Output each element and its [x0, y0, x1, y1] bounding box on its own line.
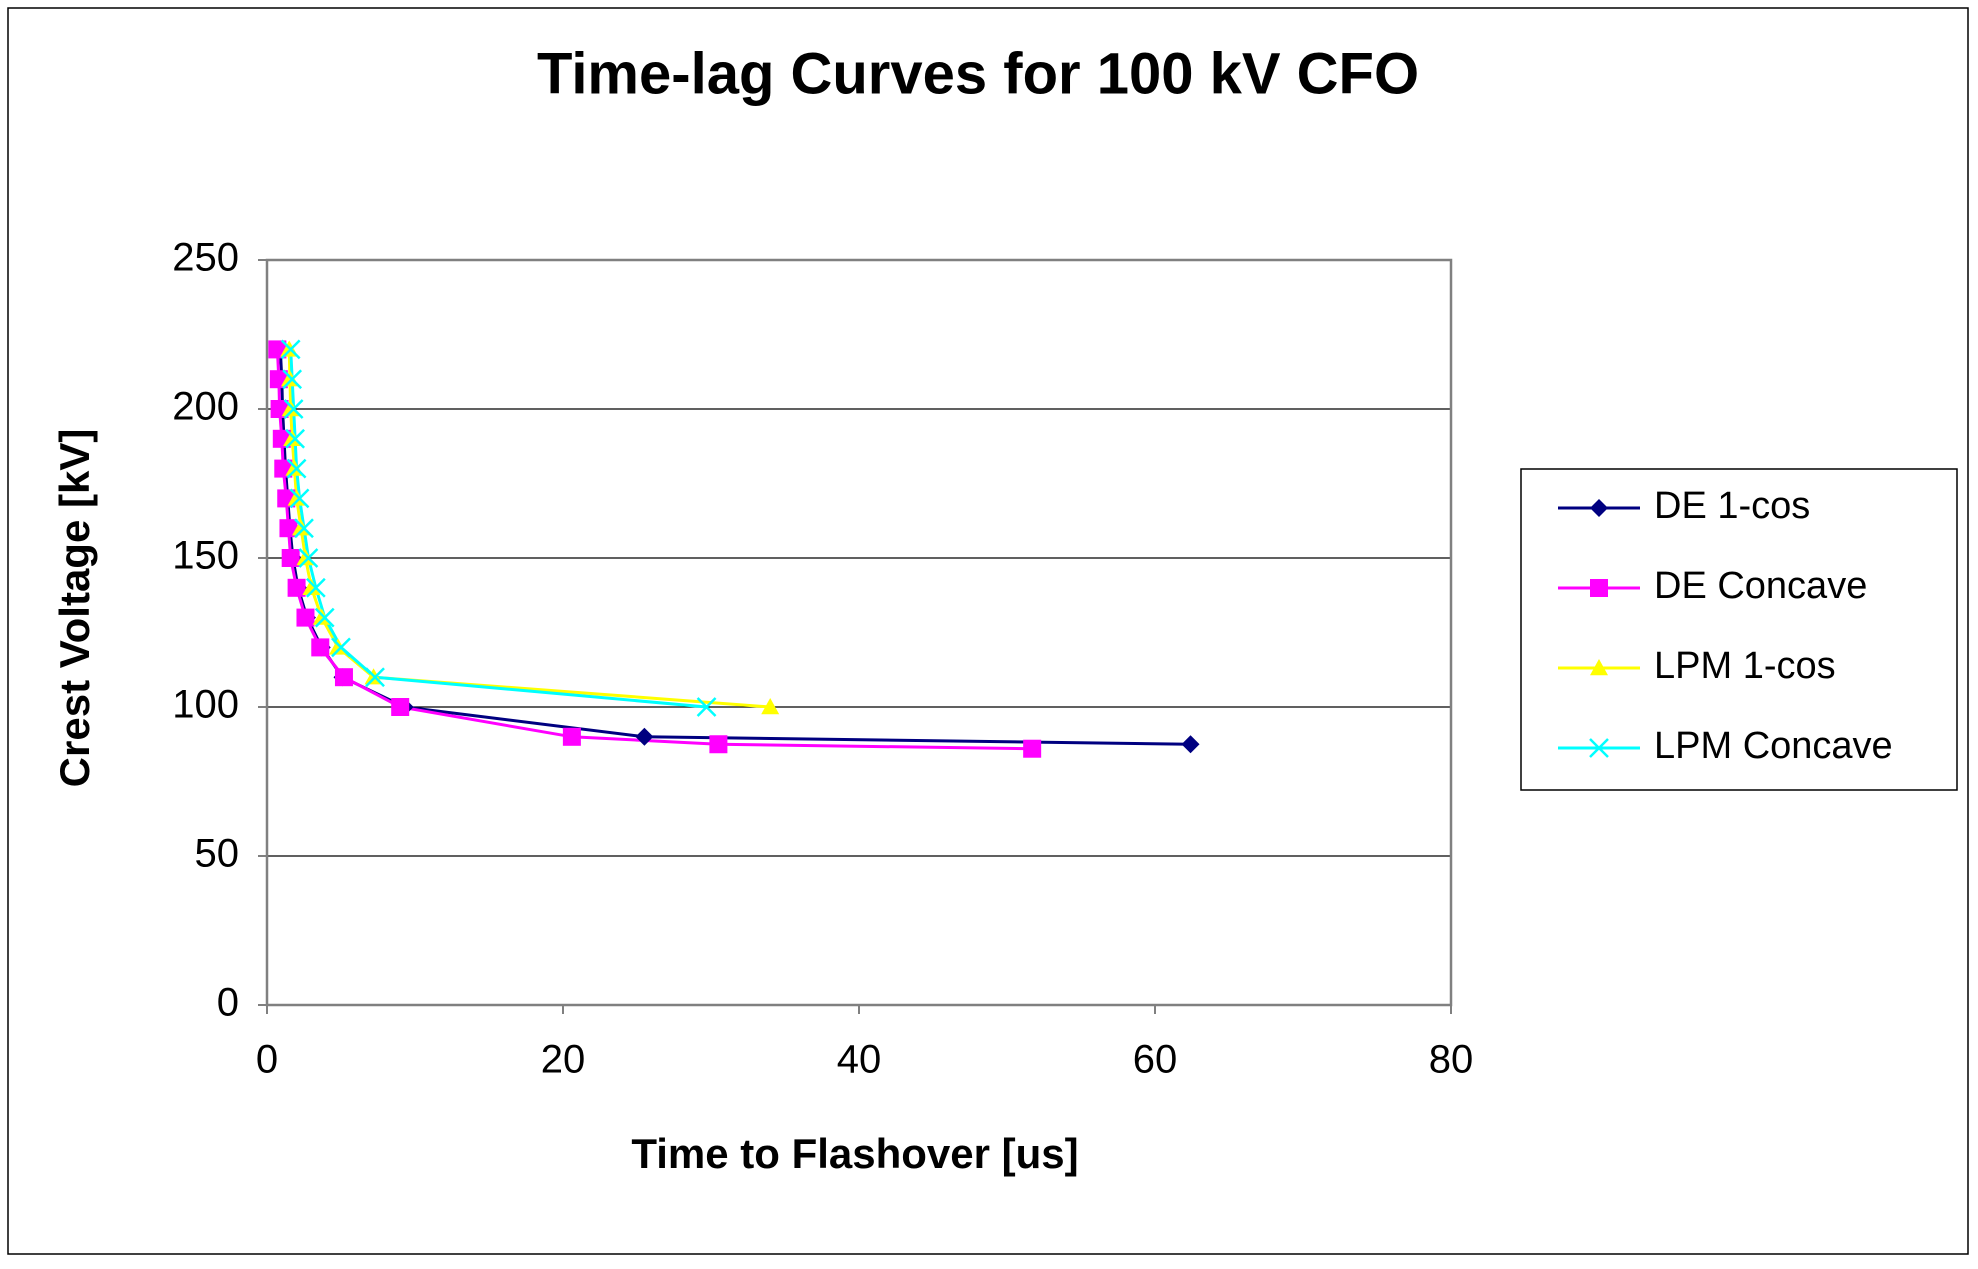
marker — [1023, 739, 1042, 758]
y-tick-label: 150 — [172, 534, 239, 578]
y-tick-label: 0 — [217, 981, 239, 1025]
plot-border — [265, 258, 1453, 1007]
marker — [696, 697, 717, 717]
marker — [761, 698, 780, 715]
marker — [280, 339, 301, 360]
x-tick-label: 20 — [541, 1038, 586, 1082]
marker — [285, 428, 306, 449]
marker — [365, 667, 385, 688]
marker — [283, 399, 304, 419]
x-tick-label: 60 — [1133, 1038, 1178, 1082]
y-tick-label: 250 — [172, 236, 239, 280]
marker — [296, 608, 315, 627]
marker — [709, 735, 728, 754]
y-tick-label: 200 — [172, 385, 239, 429]
legend — [1520, 468, 1958, 791]
legend-label: DE 1-cos — [1654, 485, 1810, 527]
marker — [282, 369, 303, 390]
legend-marker — [1589, 738, 1609, 758]
marker — [314, 607, 335, 628]
legend-marker — [1590, 499, 1608, 517]
y-axis-label: Crest Voltage [kV] — [51, 429, 98, 788]
marker — [279, 519, 298, 538]
marker — [287, 578, 306, 597]
x-tick-label: 0 — [256, 1038, 278, 1082]
marker — [302, 578, 321, 595]
marker — [281, 549, 300, 567]
chart-title: Time-lag Curves for 100 kV CFO — [537, 41, 1419, 106]
y-tick-label: 50 — [195, 832, 240, 876]
legend-label: LPM 1-cos — [1654, 645, 1836, 687]
marker — [635, 727, 654, 746]
x-tick-label: 40 — [837, 1038, 882, 1082]
x-tick-label: 80 — [1429, 1038, 1474, 1082]
y-tick-label: 100 — [172, 683, 239, 727]
x-axis-label: Time to Flashover [us] — [631, 1130, 1078, 1177]
marker — [1181, 735, 1200, 754]
marker — [305, 577, 326, 598]
marker — [331, 637, 351, 658]
marker — [391, 698, 410, 716]
marker — [334, 668, 353, 687]
marker — [298, 548, 319, 568]
legend-marker — [1590, 579, 1608, 597]
marker — [294, 518, 314, 539]
legend-label: DE Concave — [1654, 565, 1867, 607]
marker — [562, 727, 581, 746]
marker — [311, 638, 330, 657]
legend-marker — [1590, 659, 1608, 676]
marker — [286, 458, 307, 479]
legend-label: LPM Concave — [1654, 725, 1893, 767]
marker — [289, 488, 310, 509]
series-line — [275, 349, 1033, 751]
